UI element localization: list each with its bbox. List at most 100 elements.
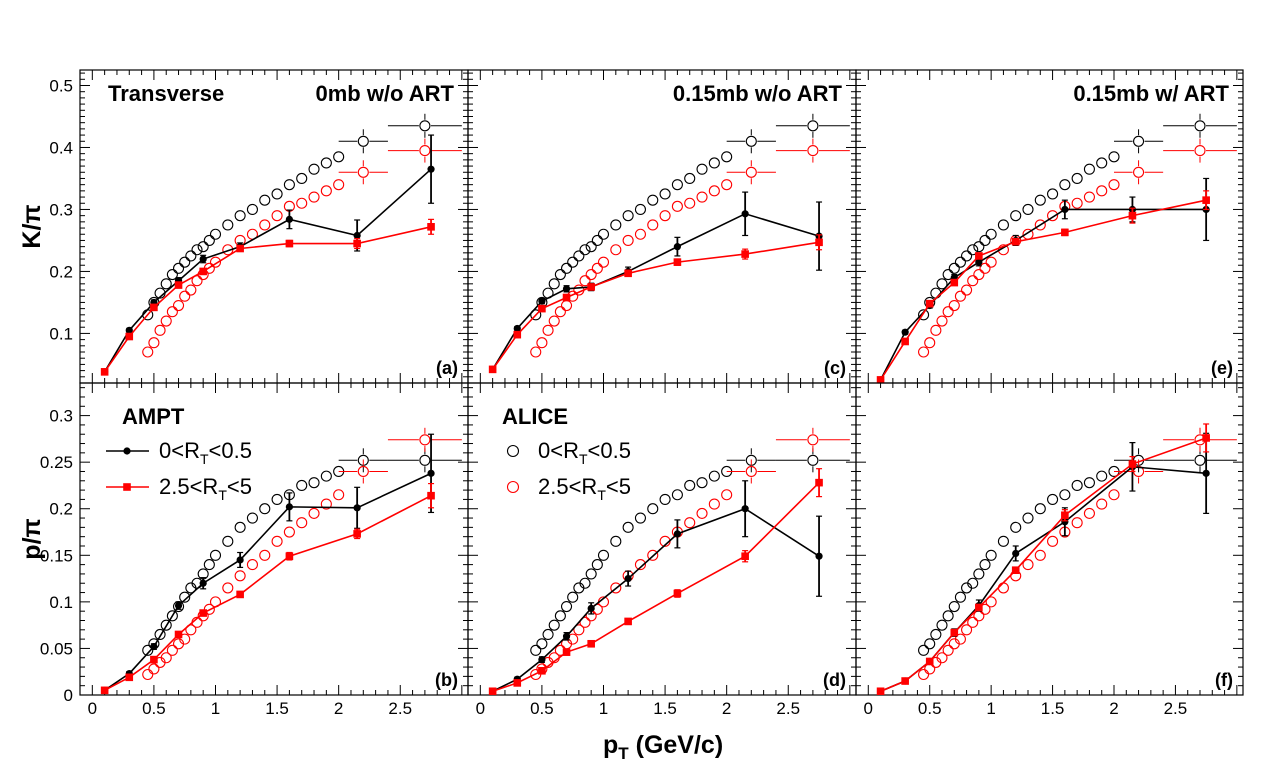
alice-high-rt-point xyxy=(357,166,369,178)
ampt-high-rt-point xyxy=(950,628,959,637)
alice-high-rt-point xyxy=(333,489,345,501)
ampt-low-rt-point xyxy=(975,258,983,266)
alice-high-rt-point xyxy=(954,633,966,645)
alice-low-rt-point xyxy=(1010,210,1022,222)
ampt-low-rt-point xyxy=(901,328,909,336)
alice-low-rt-point xyxy=(634,512,646,524)
alice-low-rt-point xyxy=(197,241,209,253)
alice-low-rt-point xyxy=(936,619,948,631)
alice-high-rt-point xyxy=(997,582,1009,594)
alice-high-rt-point xyxy=(308,191,320,203)
panel-frame xyxy=(855,382,1244,696)
alice-low-rt-point xyxy=(172,262,185,274)
ampt-low-rt-point xyxy=(150,642,158,651)
legend-alice-low-marker xyxy=(506,444,520,458)
alice-low-rt-point xyxy=(597,228,610,240)
x-tick-label: 1.5 xyxy=(653,699,677,718)
ampt-high-rt-point xyxy=(587,639,595,648)
alice-high-rt-point xyxy=(591,262,603,274)
panel-data xyxy=(100,113,462,376)
panel-label: (c) xyxy=(824,358,846,378)
alice-high-rt-point xyxy=(148,337,160,349)
alice-legend-header: ALICE xyxy=(502,404,568,429)
ampt-high-rt-point xyxy=(488,365,497,374)
alice-low-rt-point xyxy=(283,179,295,191)
alice-low-rt-point xyxy=(591,559,603,571)
ampt-high-rt-point xyxy=(1011,566,1020,574)
ampt-high-rt-point xyxy=(285,552,294,561)
alice-low-rt-point xyxy=(296,172,308,185)
alice-low-rt-point xyxy=(696,477,708,489)
ampt-low-rt-point xyxy=(1061,205,1069,214)
ampt-high-rt-point xyxy=(815,478,823,487)
ampt-high-rt-point xyxy=(673,258,682,266)
alice-low-rt-point xyxy=(179,591,191,603)
ampt-low-rt-point xyxy=(673,530,681,538)
alice-low-rt-point xyxy=(634,203,646,216)
ampt-high-rt-point xyxy=(624,617,632,626)
ampt-low-rt-point xyxy=(741,210,749,218)
alice-low-rt-point xyxy=(936,278,948,290)
alice-low-rt-point xyxy=(203,234,215,246)
alice-high-rt-point xyxy=(320,498,332,510)
alice-high-rt-point xyxy=(696,191,708,203)
x-tick-label: 0 xyxy=(88,699,97,718)
panel-title: 0.15mb w/ ART xyxy=(1073,81,1229,106)
ampt-high-rt-point xyxy=(876,376,885,383)
ampt-low-rt-point xyxy=(199,579,207,587)
alice-high-rt-point xyxy=(172,299,185,312)
alice-low-rt-point xyxy=(942,610,954,622)
alice-low-rt-point xyxy=(1096,157,1108,169)
alice-high-rt-point xyxy=(585,268,597,281)
alice-high-rt-point xyxy=(967,616,979,628)
alice-high-rt-point xyxy=(924,337,936,349)
alice-high-rt-point xyxy=(973,610,985,622)
ampt-high-rt-point xyxy=(587,283,595,291)
alice-high-rt-point xyxy=(948,299,960,312)
alice-low-rt-point xyxy=(191,244,203,256)
alice-high-rt-point xyxy=(283,526,295,538)
alice-low-rt-point xyxy=(671,179,683,191)
alice-high-rt-point xyxy=(745,465,757,478)
panel-label: (e) xyxy=(1211,358,1233,378)
alice-high-rt-point xyxy=(1047,210,1059,222)
x-tick-label: 0 xyxy=(864,699,873,718)
x-tick-label: 2 xyxy=(334,699,343,718)
alice-low-rt-point xyxy=(659,188,671,200)
alice-high-rt-point xyxy=(985,256,997,268)
alice-low-rt-point xyxy=(573,250,585,262)
ampt-low-rt-line xyxy=(879,208,1207,381)
alice-high-rt-point xyxy=(142,668,154,681)
alice-high-rt-point xyxy=(166,306,178,318)
alice-low-rt-point xyxy=(1133,135,1145,147)
x-tick-label: 2.5 xyxy=(388,699,412,718)
ampt-low-rt-point xyxy=(513,324,521,333)
alice-low-rt-point xyxy=(924,638,936,650)
alice-low-rt-point xyxy=(597,549,610,561)
legend-ampt-high-label: 2.5<RT<5 xyxy=(159,474,252,503)
ampt-high-rt-point xyxy=(624,269,632,278)
alice-high-rt-point xyxy=(684,517,696,529)
panel-frame xyxy=(467,382,857,696)
alice-low-rt-point xyxy=(320,470,332,482)
x-tick-label: 0.5 xyxy=(918,699,942,718)
ampt-high-rt-point xyxy=(1128,460,1137,468)
alice-low-rt-point xyxy=(222,535,234,547)
legend-alice-high-label: 2.5<RT<5 xyxy=(538,474,631,503)
ampt-high-rt-point xyxy=(285,239,294,248)
alice-high-rt-point xyxy=(1194,145,1206,157)
alice-low-rt-point xyxy=(1059,489,1071,501)
alice-high-rt-point xyxy=(708,498,720,510)
alice-low-rt-point xyxy=(585,241,597,253)
panel-label: (b) xyxy=(435,670,458,690)
alice-low-rt-point xyxy=(948,600,960,613)
alice-low-rt-point xyxy=(1108,151,1120,163)
ampt-high-rt-point xyxy=(562,648,571,656)
panel-data xyxy=(876,423,1237,695)
panel-d: (d) 0 0.5 1 1.5 2 2.5 xyxy=(467,382,857,718)
alice-low-rt-point xyxy=(1083,163,1095,175)
y-tick-label: 0 xyxy=(64,686,73,705)
panel-b: (b) 0 0.5 1 1.5 2 2.5 0 0.05 0.1 0.15 0.2 0.25 0.3 xyxy=(40,382,469,718)
alice-high-rt-point xyxy=(530,346,542,358)
ampt-high-rt-point xyxy=(100,368,109,376)
